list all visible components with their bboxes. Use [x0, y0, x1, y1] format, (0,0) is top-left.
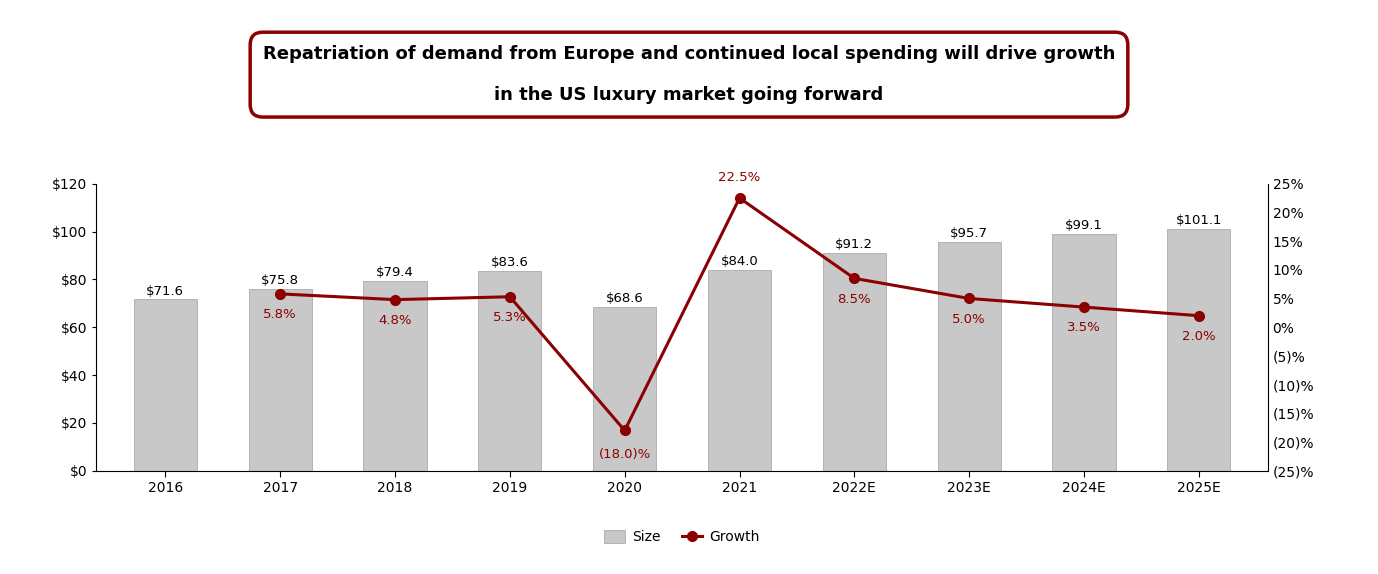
- Text: $75.8: $75.8: [262, 274, 299, 288]
- Text: 2.0%: 2.0%: [1182, 330, 1215, 343]
- Bar: [937, 242, 1000, 471]
- Text: 5.3%: 5.3%: [493, 311, 526, 324]
- Bar: [1167, 229, 1231, 471]
- Text: $68.6: $68.6: [606, 292, 644, 305]
- Bar: [823, 253, 886, 471]
- Bar: [478, 271, 542, 471]
- Text: $91.2: $91.2: [835, 238, 874, 251]
- Text: 3.5%: 3.5%: [1067, 321, 1101, 335]
- Bar: [364, 281, 427, 471]
- Text: $83.6: $83.6: [491, 256, 529, 269]
- Text: 22.5%: 22.5%: [718, 170, 761, 184]
- Text: 8.5%: 8.5%: [838, 293, 871, 306]
- Text: $79.4: $79.4: [376, 266, 413, 279]
- Bar: [134, 300, 197, 471]
- Text: $101.1: $101.1: [1175, 214, 1222, 227]
- Text: 5.0%: 5.0%: [952, 313, 987, 326]
- Text: $84.0: $84.0: [721, 255, 758, 268]
- Bar: [593, 307, 656, 471]
- Bar: [1053, 234, 1116, 471]
- Bar: [248, 289, 311, 471]
- Text: 5.8%: 5.8%: [263, 308, 298, 321]
- Legend: Size, Growth: Size, Growth: [599, 525, 765, 550]
- Text: $95.7: $95.7: [951, 227, 988, 240]
- Bar: [708, 270, 772, 471]
- Text: Repatriation of demand from Europe and continued local spending will drive growt: Repatriation of demand from Europe and c…: [263, 45, 1115, 104]
- Text: $99.1: $99.1: [1065, 219, 1102, 232]
- Text: (18.0)%: (18.0)%: [598, 448, 650, 461]
- Text: $71.6: $71.6: [146, 285, 185, 297]
- Text: 4.8%: 4.8%: [379, 314, 412, 327]
